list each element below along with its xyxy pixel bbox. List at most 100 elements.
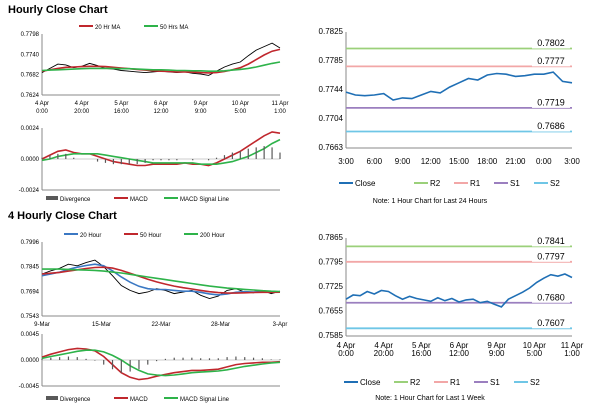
legend-label-s2: S2	[530, 378, 540, 387]
x-tick-label: 9:00	[395, 157, 411, 166]
series-line-close	[345, 273, 573, 308]
legend-label-divergence: Divergence	[60, 197, 91, 203]
x-tick-label: 4 Apr	[374, 341, 393, 350]
legend-label-s1: S1	[510, 179, 520, 188]
level-label-bg-s2	[532, 120, 570, 132]
x-tick-label: 9 Apr	[487, 341, 506, 350]
x-tick-label: 18:00	[477, 157, 498, 166]
level-label-bg-r1	[532, 55, 570, 67]
x-tick-label: 5 Apr	[412, 341, 431, 350]
y-tick-label: 0.7585	[319, 331, 344, 340]
y-tick-label: 0.7704	[319, 114, 344, 123]
x-tick-label: 21:00	[505, 157, 526, 166]
x-tick-label: 16:00	[411, 349, 432, 358]
legend-label-s2: S2	[550, 179, 560, 188]
x-tick-label: 5:00	[234, 109, 246, 115]
y-tick-label: 0.7845	[21, 265, 40, 271]
series-line-20-hr-ma	[41, 48, 281, 74]
legend-label-macd-signal-line: MACD Signal Line	[180, 197, 230, 203]
y-tick-label: 0.0024	[21, 126, 40, 132]
x-tick-label: 20:00	[74, 109, 90, 115]
y-tick-label: 0.7996	[21, 240, 40, 246]
y-tick-label: 0.7825	[319, 27, 344, 36]
x-tick-label: 9 Apr	[194, 101, 208, 107]
legend-label-s1: S1	[490, 378, 500, 387]
x-tick-label: 5:00	[527, 349, 543, 358]
x-tick-label: 15-Mar	[92, 322, 111, 328]
legend-label-macd: MACD	[130, 197, 148, 203]
legend-label-20-hour: 20 Hour	[80, 233, 101, 239]
series-line-macd-signal-line	[41, 138, 281, 166]
x-tick-label: 15:00	[449, 157, 470, 166]
level-label-bg-r2	[532, 235, 570, 247]
level-label-r1: 0.7777	[537, 56, 565, 66]
series-line-50-hrs-ma	[41, 61, 281, 73]
level-label-r2: 0.7841	[537, 236, 565, 246]
x-tick-label: 1:00	[564, 349, 580, 358]
x-tick-label: 28-Mar	[211, 322, 230, 328]
y-tick-label: 0.0045	[21, 332, 40, 338]
series-line-macd-signal-line	[41, 349, 281, 377]
y-tick-label: 0.7682	[21, 73, 40, 79]
x-tick-label: 11 Apr	[561, 341, 584, 350]
x-tick-label: 9:00	[195, 109, 207, 115]
chart-note: Note: 1 Hour Chart for Last 1 Week	[375, 395, 485, 402]
x-tick-label: 3:00	[338, 157, 354, 166]
legend-label-50-hrs-ma: 50 Hrs MA	[160, 25, 188, 31]
four-hourly-macd-chart: 0.0045 0.0000 -0.0045 Divergence MACD MACD Si…	[19, 332, 281, 403]
x-tick-label: 0:00	[536, 157, 552, 166]
y-tick-label: 0.7744	[319, 85, 344, 94]
legend-label-divergence: Divergence	[60, 397, 91, 403]
x-tick-label: 3:00	[564, 157, 580, 166]
y-tick-label: 0.7655	[319, 307, 344, 316]
x-tick-label: 4 Apr	[75, 101, 89, 107]
x-tick-label: 22-Mar	[151, 322, 170, 328]
legend-label-50-hour: 50 Hour	[140, 233, 161, 239]
level-label-bg-s1	[532, 96, 570, 108]
y-tick-label: 0.7725	[319, 282, 344, 291]
legend-label-r1: R1	[450, 378, 461, 387]
hourly-levels-chart: 0.7825 0.7785 0.7744 0.7704 0.7663 3:00 6:00 9:…	[319, 27, 581, 205]
hourly-section-title: Hourly Close Chart	[8, 4, 108, 16]
level-label-s2: 0.7686	[537, 121, 565, 131]
legend-swatch-divergence	[46, 396, 58, 400]
four-hourly-section-title: 4 Hourly Close Chart	[8, 210, 117, 222]
x-tick-label: 5 Apr	[114, 101, 128, 107]
level-label-s1: 0.7680	[537, 292, 565, 302]
legend-swatch-divergence	[46, 196, 58, 200]
y-tick-label: 0.7740	[21, 52, 40, 58]
level-label-r2: 0.7802	[537, 38, 565, 48]
y-tick-label: -0.0024	[19, 188, 40, 194]
x-tick-label: 16:00	[114, 109, 130, 115]
x-tick-label: 11 Apr	[272, 101, 289, 107]
hourly-macd-chart: 0.0024 0.0000 -0.0024 Divergence MACD MACD Si…	[19, 126, 281, 203]
legend-label-r2: R2	[430, 179, 441, 188]
x-tick-label: 6:00	[366, 157, 382, 166]
x-tick-label: 0:00	[36, 109, 48, 115]
x-tick-label: 9-Mar	[34, 322, 50, 328]
x-tick-label: 12:00	[449, 349, 470, 358]
x-tick-label: 4 Apr	[337, 341, 356, 350]
x-tick-label: 0:00	[338, 349, 354, 358]
legend-label-close: Close	[360, 378, 381, 387]
x-tick-label: 12:00	[421, 157, 442, 166]
legend-label-r1: R1	[470, 179, 481, 188]
x-tick-label: 12:00	[153, 109, 169, 115]
hourly-price-chart: 0.7798 0.7740 0.7682 0.7624 4 Apr 0:00 4 Apr 20…	[21, 25, 289, 115]
y-tick-label: 0.0000	[21, 358, 40, 364]
series-line-200-hour	[42, 268, 281, 293]
level-label-bg-s2	[532, 317, 570, 329]
x-tick-label: 10 Apr	[232, 101, 249, 107]
y-tick-label: 0.7694	[21, 289, 40, 295]
legend-label-20-hr-ma: 20 Hr MA	[95, 25, 120, 31]
level-label-s1: 0.7719	[537, 97, 565, 107]
series-line-close	[345, 71, 573, 101]
x-tick-label: 4 Apr	[35, 101, 49, 107]
y-tick-label: 0.0000	[21, 157, 40, 163]
y-tick-label: 0.7624	[21, 93, 40, 99]
x-tick-label: 6 Apr	[450, 341, 469, 350]
y-tick-label: 0.7543	[21, 314, 40, 320]
x-tick-label: 20:00	[374, 349, 395, 358]
four-hourly-price-chart: 0.7996 0.7845 0.7694 0.7543 9-Mar 15-Mar 22-Ma…	[21, 233, 287, 328]
x-tick-label: 6 Apr	[154, 101, 168, 107]
